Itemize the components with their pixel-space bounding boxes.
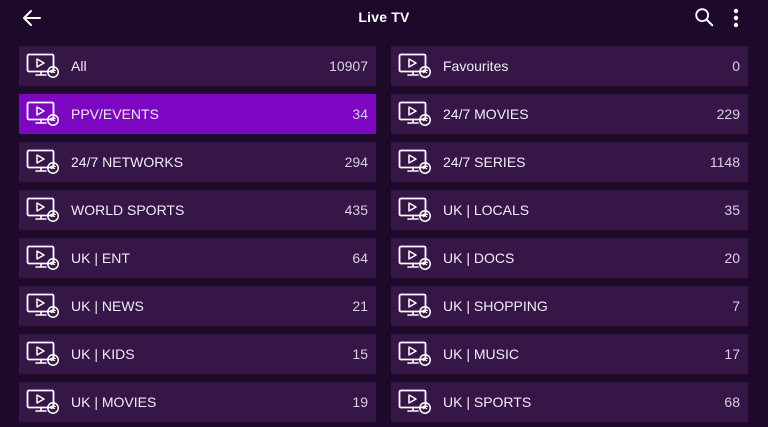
category-name: UK | DOCS [443,250,515,266]
category-count: 34 [352,106,368,122]
category-count: 35 [724,202,740,218]
back-arrow-icon[interactable] [20,6,44,30]
category-name: UK | KIDS [71,346,135,362]
tv-play-icon [398,293,431,318]
category-tile-uk-movies[interactable]: UK | MOVIES 19 [19,382,376,422]
tv-play-icon [398,149,431,174]
tv-play-icon [26,149,59,174]
tv-play-icon [26,101,59,126]
category-count: 294 [344,154,368,170]
category-count: 17 [724,346,740,362]
tv-play-icon [398,245,431,270]
category-tile-24-7-movies[interactable]: 24/7 MOVIES 229 [391,94,748,134]
category-name: 24/7 MOVIES [443,106,529,122]
category-count: 15 [352,346,368,362]
tv-play-icon [398,101,431,126]
category-tile-uk-sports[interactable]: UK | SPORTS 68 [391,382,748,422]
category-name: UK | SPORTS [443,394,532,410]
category-count: 19 [352,394,368,410]
category-count: 7 [732,298,740,314]
category-tile-uk-docs[interactable]: UK | DOCS 20 [391,238,748,278]
category-count: 10907 [329,58,368,74]
category-name: UK | NEWS [71,298,144,314]
category-count: 229 [716,106,740,122]
tv-play-icon [398,197,431,222]
category-count: 64 [352,250,368,266]
category-name: UK | MUSIC [443,346,519,362]
more-vertical-icon[interactable] [729,6,743,30]
category-count: 1148 [709,154,740,170]
category-count: 435 [344,202,368,218]
category-name: All [71,58,87,74]
tv-play-icon [26,389,59,414]
category-tile-uk-shopping[interactable]: UK | SHOPPING 7 [391,286,748,326]
category-tile-favourites[interactable]: Favourites 0 [391,46,748,86]
category-name: PPV/EVENTS [71,106,159,122]
category-name: UK | SHOPPING [443,298,548,314]
tv-play-icon [398,389,431,414]
tv-play-icon [26,53,59,78]
category-name: UK | LOCALS [443,202,530,218]
category-count: 68 [724,394,740,410]
category-tile-24-7-networks[interactable]: 24/7 NETWORKS 294 [19,142,376,182]
category-tile-uk-kids[interactable]: UK | KIDS 15 [19,334,376,374]
category-tile-uk-locals[interactable]: UK | LOCALS 35 [391,190,748,230]
tv-play-icon [398,53,431,78]
tv-play-icon [26,197,59,222]
tv-play-icon [26,293,59,318]
category-count: 20 [724,250,740,266]
category-tile-uk-music[interactable]: UK | MUSIC 17 [391,334,748,374]
category-tile-uk-news[interactable]: UK | NEWS 21 [19,286,376,326]
top-bar: Live TV [0,0,768,36]
category-name: WORLD SPORTS [71,202,185,218]
tv-play-icon [398,341,431,366]
category-name: 24/7 SERIES [443,154,526,170]
page-title: Live TV [358,9,410,25]
category-name: UK | ENT [71,250,130,266]
category-tile-uk-ent[interactable]: UK | ENT 64 [19,238,376,278]
category-name: UK | MOVIES [71,394,157,410]
tv-play-icon [26,245,59,270]
search-icon[interactable] [693,6,715,28]
category-name: Favourites [443,58,509,74]
category-tile-all[interactable]: All 10907 [19,46,376,86]
category-count: 21 [352,298,368,314]
category-name: 24/7 NETWORKS [71,154,184,170]
category-tile-world-sports[interactable]: WORLD SPORTS 435 [19,190,376,230]
category-grid: All 10907 Favourites 0 PPV/EVENTS 34 24/7 MOVI… [19,46,748,422]
category-tile-ppv-events[interactable]: PPV/EVENTS 34 [19,94,376,134]
category-tile-24-7-series[interactable]: 24/7 SERIES 1148 [391,142,748,182]
tv-play-icon [26,341,59,366]
category-count: 0 [732,58,740,74]
